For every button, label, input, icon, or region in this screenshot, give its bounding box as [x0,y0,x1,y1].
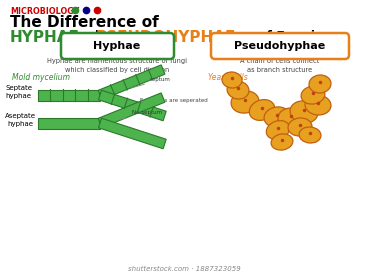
Text: Pseudohyphae: Pseudohyphae [234,41,326,51]
Text: A chain of cells connect
as branch structure: A chain of cells connect as branch struc… [240,58,320,73]
Ellipse shape [271,134,293,150]
Polygon shape [99,118,166,149]
Polygon shape [38,90,100,101]
Ellipse shape [266,121,290,139]
Polygon shape [98,65,165,100]
Text: and: and [74,30,100,43]
Ellipse shape [227,81,249,99]
Text: of Fungi: of Fungi [258,30,315,43]
Polygon shape [98,93,165,128]
Text: Each cells are seperated: Each cells are seperated [140,98,208,103]
FancyBboxPatch shape [211,33,349,59]
Text: Aseptate
hyphae: Aseptate hyphae [5,113,36,127]
Ellipse shape [278,108,304,128]
Ellipse shape [249,100,275,120]
Ellipse shape [288,118,312,136]
Ellipse shape [309,75,331,93]
Ellipse shape [299,127,321,143]
FancyBboxPatch shape [61,33,174,59]
Text: No septum: No septum [121,110,162,119]
Polygon shape [99,90,166,121]
Text: HYPHAE: HYPHAE [10,30,80,45]
Ellipse shape [231,91,259,113]
Text: septum: septum [131,77,171,88]
Text: Yeast cells: Yeast cells [208,73,248,82]
Polygon shape [38,118,100,129]
Ellipse shape [222,72,242,88]
Ellipse shape [301,86,325,104]
Text: shutterstock.com · 1887323059: shutterstock.com · 1887323059 [128,266,240,272]
Text: Hyphae are filamentous structure of fungi
which classified by cell division: Hyphae are filamentous structure of fung… [47,58,187,73]
Ellipse shape [290,101,318,123]
Text: PSEUDOHYPHAE: PSEUDOHYPHAE [96,30,236,45]
Ellipse shape [264,107,290,127]
Text: Hyphae: Hyphae [93,41,141,51]
Text: Mold mycelium: Mold mycelium [12,73,70,82]
Text: Septate
hyphae: Septate hyphae [5,85,32,99]
Text: The Difference of: The Difference of [10,15,159,30]
Ellipse shape [305,95,331,115]
Text: MICROBIOLOGY: MICROBIOLOGY [10,7,79,16]
